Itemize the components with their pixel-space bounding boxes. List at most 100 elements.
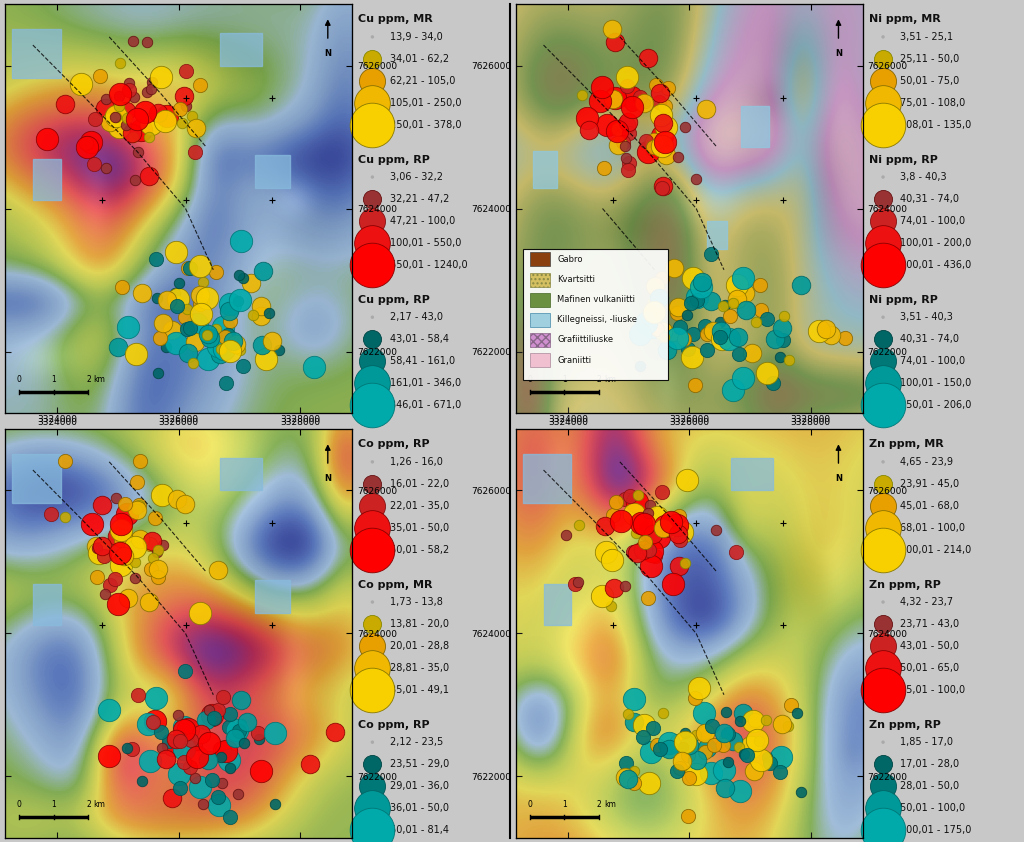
Text: 0: 0 <box>527 800 532 809</box>
Point <box>729 278 745 291</box>
Point <box>221 305 238 318</box>
Point <box>222 707 239 721</box>
Point <box>210 339 226 353</box>
Point <box>253 764 269 777</box>
Point <box>752 279 768 292</box>
Point <box>653 181 670 195</box>
Point <box>874 30 891 44</box>
Text: 346,01 - 671,0: 346,01 - 671,0 <box>389 401 461 410</box>
Point <box>695 727 712 740</box>
Point <box>697 727 714 740</box>
Polygon shape <box>731 458 772 490</box>
Point <box>365 758 381 771</box>
Point <box>169 292 185 306</box>
Point <box>628 526 644 540</box>
FancyBboxPatch shape <box>529 253 551 266</box>
Point <box>176 90 193 104</box>
Point <box>114 280 130 293</box>
Text: Graniitti: Graniitti <box>557 355 592 365</box>
Point <box>144 715 161 728</box>
Point <box>637 96 653 109</box>
Point <box>215 690 231 704</box>
Point <box>774 717 791 730</box>
Point <box>666 328 682 341</box>
Point <box>874 802 891 815</box>
Point <box>111 89 127 103</box>
Point <box>652 108 669 121</box>
Point <box>187 336 204 349</box>
Text: 0: 0 <box>527 376 532 384</box>
Point <box>874 780 891 793</box>
Point <box>138 35 155 49</box>
Point <box>716 764 732 777</box>
Point <box>610 122 627 136</box>
Text: 250,01 - 378,0: 250,01 - 378,0 <box>389 120 461 131</box>
Point <box>365 258 381 272</box>
Text: N: N <box>325 49 332 58</box>
Point <box>625 546 641 559</box>
Point <box>672 533 688 546</box>
Point <box>125 131 141 144</box>
Point <box>217 330 233 344</box>
Text: 161,01 - 346,0: 161,01 - 346,0 <box>389 378 461 388</box>
Point <box>182 262 199 275</box>
Point <box>365 311 381 324</box>
Point <box>606 581 623 594</box>
Point <box>365 802 381 815</box>
Point <box>215 342 231 355</box>
Point <box>616 493 633 506</box>
Point <box>204 773 220 786</box>
Point <box>161 734 177 748</box>
Point <box>271 344 288 357</box>
Point <box>640 591 656 605</box>
Point <box>113 534 129 547</box>
Point <box>874 595 891 609</box>
Point <box>636 519 652 532</box>
Point <box>738 303 755 317</box>
FancyBboxPatch shape <box>529 312 551 327</box>
Text: Killegneissi, -liuske: Killegneissi, -liuske <box>557 315 637 324</box>
Point <box>124 126 140 140</box>
Point <box>735 271 752 285</box>
Text: 1,73 - 13,8: 1,73 - 13,8 <box>389 597 442 607</box>
Text: 4,65 - 23,9: 4,65 - 23,9 <box>900 457 953 466</box>
Point <box>689 754 706 767</box>
Point <box>874 74 891 88</box>
Point <box>144 76 161 89</box>
Point <box>193 259 209 273</box>
Point <box>228 338 245 351</box>
Point <box>57 510 74 524</box>
Point <box>150 562 166 575</box>
Point <box>365 543 381 557</box>
Point <box>111 340 127 354</box>
Point <box>681 738 697 752</box>
Point <box>147 692 164 706</box>
Point <box>211 798 227 812</box>
Point <box>93 539 110 552</box>
Point <box>193 289 209 302</box>
Point <box>637 535 653 548</box>
Point <box>698 741 715 754</box>
Point <box>172 734 188 748</box>
Point <box>620 772 636 786</box>
Point <box>680 749 696 762</box>
Point <box>765 376 781 390</box>
Point <box>675 740 691 754</box>
Text: 0: 0 <box>16 376 22 384</box>
Text: 1: 1 <box>562 800 566 809</box>
Point <box>665 578 681 591</box>
Text: 68,01 - 100,0: 68,01 - 100,0 <box>900 523 966 533</box>
Point <box>647 279 664 292</box>
Text: 3,8 - 40,3: 3,8 - 40,3 <box>900 172 947 182</box>
Point <box>676 332 692 345</box>
Point <box>89 570 105 584</box>
Point <box>625 100 641 114</box>
Point <box>838 331 854 344</box>
Point <box>229 787 246 801</box>
Point <box>810 325 826 338</box>
Point <box>365 617 381 631</box>
Point <box>669 306 685 319</box>
Point <box>234 359 251 372</box>
Point <box>179 346 196 360</box>
Point <box>686 379 702 392</box>
